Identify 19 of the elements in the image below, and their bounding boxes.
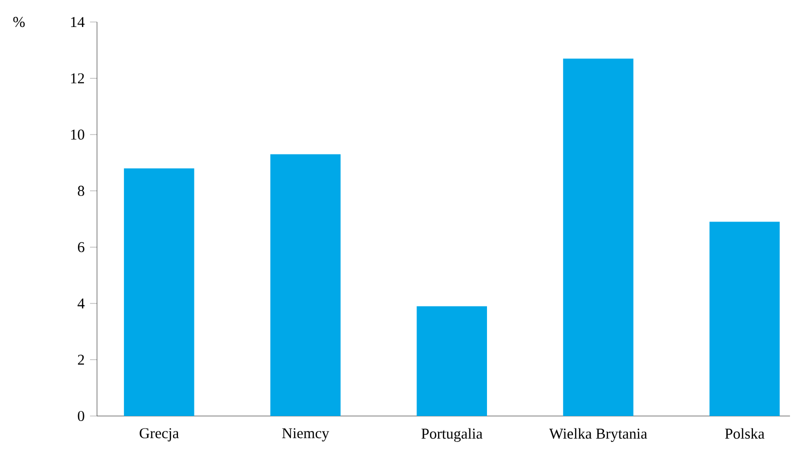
y-tick-label: 8: [78, 186, 84, 196]
y-tick-label: 14: [71, 17, 85, 27]
x-tick-label: Grecja: [140, 428, 179, 442]
x-tick-label: Wielka Brytania: [549, 428, 648, 442]
bar: [270, 154, 341, 416]
y-tick-label: 6: [78, 242, 84, 252]
y-tick-label: 4: [78, 298, 85, 308]
bar: [124, 168, 194, 416]
bar: [416, 306, 487, 416]
x-tick-label: Niemcy: [282, 428, 330, 442]
y-tick-label: 0: [78, 410, 84, 422]
x-tick-label: Portugalia: [421, 428, 482, 442]
bar: [563, 58, 634, 416]
bar: [710, 222, 780, 416]
x-tick-label: Polska: [725, 428, 764, 439]
y-tick-label: 2: [78, 354, 84, 365]
y-axis-title: %: [13, 16, 25, 28]
y-tick-label: 12: [71, 73, 84, 84]
y-tick-label: 10: [71, 130, 84, 140]
